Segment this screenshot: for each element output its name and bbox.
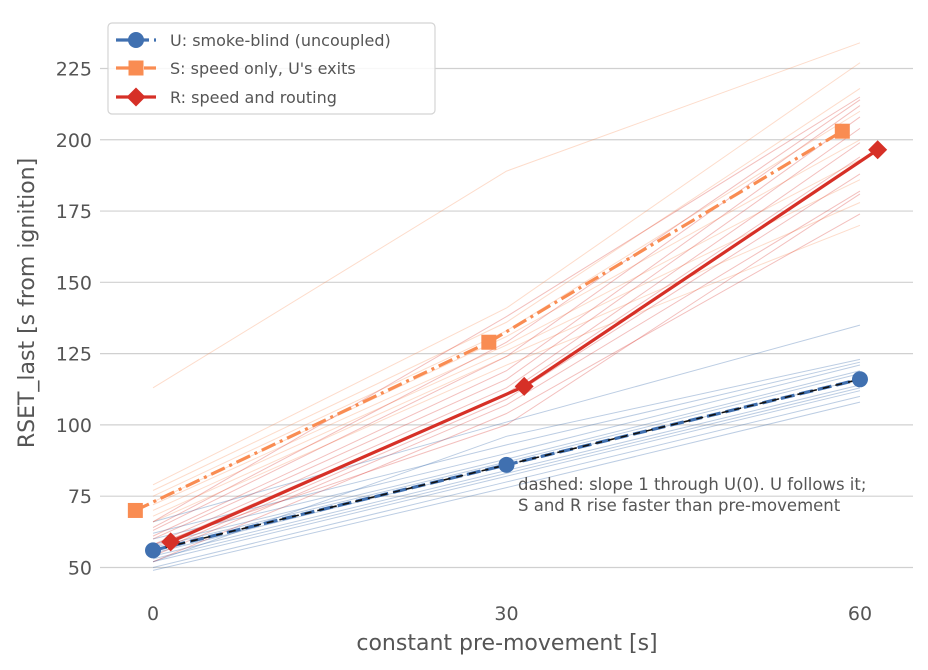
run-s-3 xyxy=(152,159,861,506)
point-s-30 xyxy=(481,334,497,350)
run-u-2 xyxy=(152,390,861,563)
point-u-60 xyxy=(851,371,868,388)
run-r-2 xyxy=(152,173,861,554)
y-tick-75: 75 xyxy=(68,486,92,508)
y-tick-100: 100 xyxy=(56,415,92,437)
series-markers xyxy=(127,123,888,559)
run-s-1 xyxy=(152,202,861,517)
x-tick-0: 0 xyxy=(147,603,159,625)
legend-entry-s: S: speed only, U's exits xyxy=(170,59,356,78)
run-r-6 xyxy=(152,116,861,537)
point-u-0 xyxy=(145,542,162,559)
run-r-8 xyxy=(152,99,861,529)
annotation-line-1: dashed: slope 1 through U(0). U follows … xyxy=(518,475,866,494)
run-r-10 xyxy=(152,193,861,546)
y-tick-125: 125 xyxy=(56,344,92,366)
legend-entry-r: R: speed and routing xyxy=(170,88,337,107)
legend: U: smoke-blind (uncoupled) S: speed only… xyxy=(107,22,436,115)
point-r-30 xyxy=(514,376,534,396)
point-r-60 xyxy=(868,140,888,160)
x-axis-label: constant pre-movement [s] xyxy=(356,631,657,656)
run-u-1 xyxy=(152,395,861,568)
point-s-60 xyxy=(834,123,850,139)
y-tick-150: 150 xyxy=(56,272,92,294)
run-r-4 xyxy=(152,142,861,546)
tick-labels: 50 75 100 125 150 175 200 225 0 30 60 xyxy=(56,58,872,625)
run-s-4 xyxy=(152,139,861,503)
run-r-1 xyxy=(152,190,861,557)
run-u-10 xyxy=(152,358,861,563)
y-grid xyxy=(100,67,913,569)
run-u-0 xyxy=(152,401,861,571)
run-s-0 xyxy=(152,224,861,523)
y-axis-label: RSET_last [s from ignition] xyxy=(15,158,40,448)
run-s-8 xyxy=(152,42,861,389)
point-r-0 xyxy=(161,532,181,552)
y-tick-175: 175 xyxy=(56,201,92,223)
legend-marker-s xyxy=(128,60,144,76)
y-tick-225: 225 xyxy=(56,58,92,80)
run-u-9 xyxy=(152,361,861,534)
annotation-line-2: S and R rise faster than pre-movement xyxy=(518,496,841,515)
run-s-2 xyxy=(152,179,861,511)
legend-marker-u xyxy=(128,32,144,48)
point-s-0 xyxy=(127,502,143,518)
run-u-11 xyxy=(152,324,861,523)
run-r-7 xyxy=(152,105,861,531)
run-r-0 xyxy=(152,213,861,563)
legend-box xyxy=(107,22,436,115)
run-u-3 xyxy=(152,387,861,560)
series-line-s xyxy=(134,129,844,512)
slope-one-reference xyxy=(152,378,861,552)
run-r-5 xyxy=(152,127,861,540)
point-u-30 xyxy=(498,456,515,473)
x-tick-60: 60 xyxy=(848,603,872,625)
run-s-5 xyxy=(152,110,861,497)
run-s-7 xyxy=(152,62,861,486)
legend-marker-r xyxy=(126,87,146,107)
y-tick-50: 50 xyxy=(68,557,92,579)
legend-swatches xyxy=(116,32,156,107)
reference-line xyxy=(152,378,861,552)
run-u-8 xyxy=(152,364,861,540)
legend-entry-u: U: smoke-blind (uncoupled) xyxy=(170,31,391,50)
x-tick-30: 30 xyxy=(494,603,518,625)
y-tick-200: 200 xyxy=(56,130,92,152)
run-s-6 xyxy=(152,88,861,491)
run-r-9 xyxy=(152,96,861,523)
